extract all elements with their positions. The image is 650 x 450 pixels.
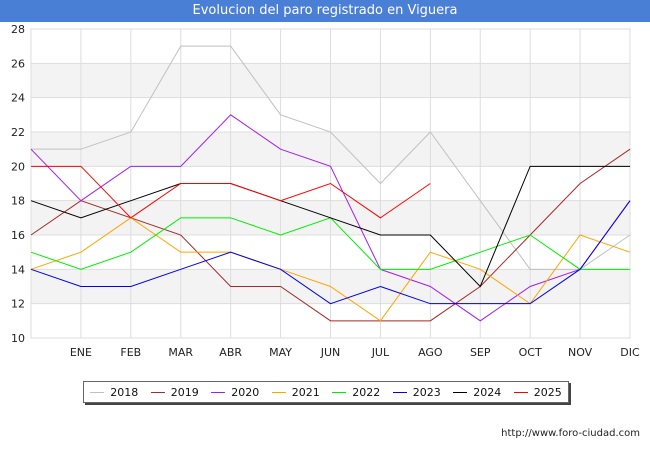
x-tick-label: JUN bbox=[320, 346, 341, 359]
x-tick-label: MAY bbox=[269, 346, 292, 359]
series-line-2023 bbox=[30, 200, 631, 305]
legend-swatch bbox=[211, 391, 226, 393]
x-tick-label: FEB bbox=[120, 346, 141, 359]
x-tick-label: ABR bbox=[219, 346, 242, 359]
legend-swatch bbox=[150, 391, 165, 393]
y-tick-label: 28 bbox=[11, 23, 25, 36]
y-tick-label: 14 bbox=[11, 263, 25, 276]
legend-item-2021: 2021 bbox=[271, 385, 320, 399]
legend-swatch bbox=[271, 391, 286, 393]
x-axis-ticks: ENE FEB MAR ABR MAY JUN JUL AGO SEP OCT NOV DIC bbox=[70, 346, 640, 359]
legend-label: 2022 bbox=[352, 385, 381, 399]
y-tick-label: 24 bbox=[11, 92, 25, 105]
legend-label: 2021 bbox=[291, 385, 320, 399]
x-tick-label: DIC bbox=[620, 346, 640, 359]
legend-label: 2025 bbox=[533, 385, 562, 399]
y-tick-label: 16 bbox=[11, 229, 25, 242]
series-line-2024 bbox=[30, 165, 630, 288]
series-lines bbox=[30, 45, 631, 322]
x-tick-label: AGO bbox=[418, 346, 443, 359]
x-tick-label: MAR bbox=[168, 346, 193, 359]
y-tick-label: 12 bbox=[11, 298, 25, 311]
legend-swatch bbox=[332, 391, 347, 393]
legend-label: 2020 bbox=[231, 385, 260, 399]
y-axis-ticks: 10 12 14 16 18 20 22 24 26 28 bbox=[11, 23, 25, 345]
legend-item-2024: 2024 bbox=[453, 386, 501, 399]
y-tick-label: 10 bbox=[11, 332, 25, 345]
legend-swatch bbox=[90, 391, 105, 393]
legend-item-2022: 2022 bbox=[332, 386, 380, 399]
legend-item-2018: 2018 bbox=[90, 386, 138, 399]
x-tick-label: SEP bbox=[470, 346, 491, 359]
legend-item-2020: 2020 bbox=[211, 386, 259, 399]
y-tick-label: 22 bbox=[11, 126, 25, 139]
y-tick-label: 26 bbox=[11, 57, 25, 70]
legend-label: 2024 bbox=[473, 385, 502, 399]
x-tick-label: OCT bbox=[519, 346, 542, 359]
legend-swatch bbox=[513, 391, 528, 393]
series-line-2025 bbox=[31, 165, 431, 219]
legend-label: 2018 bbox=[110, 385, 139, 399]
legend-swatch bbox=[392, 391, 407, 393]
legend-label: 2019 bbox=[170, 385, 199, 399]
source-url: http://www.foro-ciudad.com bbox=[501, 428, 640, 439]
legend-label: 2023 bbox=[412, 385, 441, 399]
chart-title: Evolucion del paro registrado en Viguera bbox=[0, 0, 650, 22]
y-tick-label: 20 bbox=[11, 160, 25, 173]
x-tick-label: NOV bbox=[568, 346, 593, 359]
legend-swatch bbox=[453, 391, 468, 393]
legend: 2018 2019 2020 2021 2022 2023 2024 2025 bbox=[83, 381, 569, 403]
x-tick-label: ENE bbox=[70, 346, 92, 359]
x-tick-label: JUL bbox=[371, 346, 390, 359]
series-line-2018 bbox=[31, 45, 631, 270]
legend-item-2019: 2019 bbox=[150, 385, 199, 399]
legend-item-2023: 2023 bbox=[392, 385, 441, 399]
y-tick-label: 18 bbox=[11, 195, 25, 208]
series-line-2020 bbox=[30, 114, 631, 322]
legend-item-2025: 2025 bbox=[513, 385, 562, 399]
